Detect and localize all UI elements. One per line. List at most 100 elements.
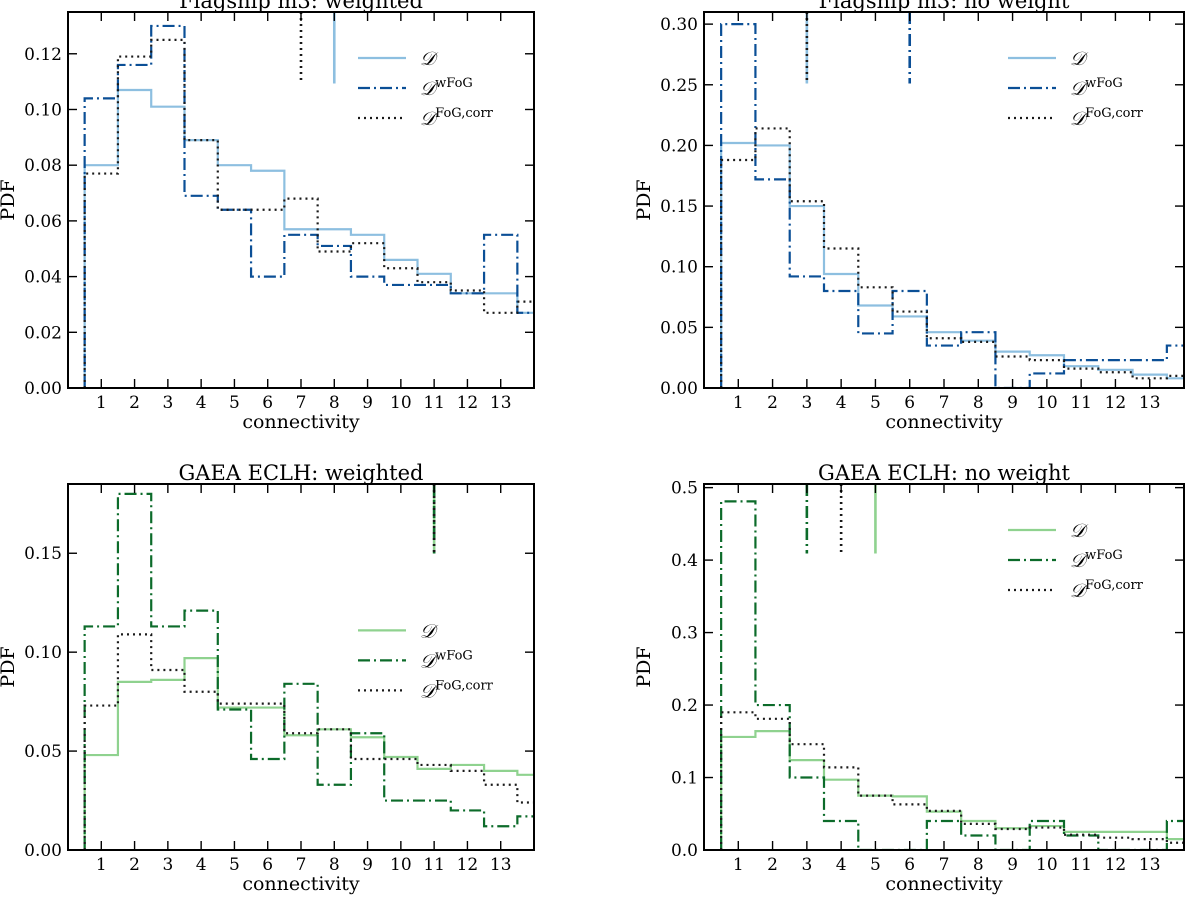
x-tick-label: 11	[1070, 855, 1092, 875]
x-tick-label: 8	[329, 855, 340, 875]
legend-label-DwFoG: 𝒟wFoG	[1070, 548, 1123, 572]
y-tick-label: 0.04	[24, 268, 62, 288]
x-axis-label: connectivity	[242, 411, 360, 433]
plot-area	[720, 484, 1184, 850]
y-tick-label: 0.06	[24, 212, 62, 232]
series-D-line	[83, 88, 534, 388]
series-DwFoG-line	[720, 23, 1184, 388]
plot-area	[720, 12, 1184, 388]
y-tick-label: 0.30	[660, 15, 698, 35]
x-tick-label: 12	[1105, 393, 1127, 413]
x-tick-label: 2	[767, 855, 778, 875]
x-tick-label: 1	[96, 855, 107, 875]
x-tick-label: 12	[1105, 855, 1127, 875]
x-tick-label: 13	[490, 855, 512, 875]
chart-title: GAEA ECLH: weighted	[179, 461, 424, 485]
x-tick-label: 7	[939, 855, 950, 875]
legend-label-D: 𝒟	[420, 48, 439, 70]
x-tick-label: 9	[1007, 855, 1018, 875]
y-tick-label: 0.10	[24, 100, 62, 120]
x-tick-label: 1	[733, 855, 744, 875]
y-tick-label: 0.1	[671, 769, 698, 789]
x-tick-label: 3	[162, 393, 173, 413]
x-tick-label: 3	[801, 855, 812, 875]
y-axis-label: PDF	[633, 646, 655, 687]
x-tick-label: 12	[457, 855, 479, 875]
axes-frame	[67, 11, 535, 389]
x-tick-label: 9	[1007, 393, 1018, 413]
y-tick-label: 0.08	[24, 156, 62, 176]
x-tick-label: 2	[129, 855, 140, 875]
x-tick-label: 12	[457, 393, 479, 413]
x-axis-label: connectivity	[885, 873, 1003, 895]
chart-title: Flagship m3: weighted	[179, 0, 423, 13]
x-axis-label: connectivity	[885, 411, 1003, 433]
legend-label-DwFoG: 𝒟wFoG	[420, 76, 473, 100]
x-tick-label: 11	[423, 855, 445, 875]
legend: 𝒟 𝒟wFoG 𝒟FoG,corr	[1008, 48, 1144, 130]
y-tick-label: 0.10	[24, 643, 62, 663]
legend-label-DFoGcorr: 𝒟FoG,corr	[420, 678, 494, 702]
y-tick-label: 0.15	[24, 544, 62, 564]
x-tick-label: 2	[129, 393, 140, 413]
legend-label-DwFoG: 𝒟wFoG	[420, 648, 473, 672]
x-tick-label: 5	[870, 855, 881, 875]
y-tick-label: 0.10	[660, 258, 698, 278]
chart-title: GAEA ECLH: no weight	[818, 461, 1070, 485]
x-tick-label: 3	[801, 393, 812, 413]
y-axis-label: PDF	[0, 646, 19, 687]
x-tick-label: 10	[390, 393, 412, 413]
legend-label-DwFoG: 𝒟wFoG	[1070, 76, 1123, 100]
x-tick-label: 13	[1139, 393, 1161, 413]
x-tick-label: 4	[196, 393, 207, 413]
y-tick-label: 0.02	[24, 323, 62, 343]
y-tick-label: 0.0	[671, 841, 698, 861]
x-tick-label: 5	[870, 393, 881, 413]
y-tick-label: 0.05	[660, 318, 698, 338]
legend-label-D: 𝒟	[1070, 520, 1089, 542]
series-D-line	[83, 656, 534, 850]
series-DwFoG-line	[83, 492, 534, 850]
x-tick-label: 10	[1036, 855, 1058, 875]
x-axis-label: connectivity	[242, 873, 360, 895]
x-tick-label: 13	[1139, 855, 1161, 875]
y-tick-label: 0.00	[660, 379, 698, 399]
chart-title: Flagship m3: no weight	[819, 0, 1070, 13]
x-tick-label: 7	[296, 855, 307, 875]
x-tick-label: 8	[329, 393, 340, 413]
series-DFoGcorr-line	[720, 127, 1184, 388]
axes-frame	[703, 483, 1185, 851]
x-tick-label: 11	[1070, 393, 1092, 413]
y-tick-label: 0.15	[660, 197, 698, 217]
y-tick-label: 0.4	[671, 551, 698, 571]
y-tick-label: 0.12	[24, 45, 62, 65]
y-tick-label: 0.2	[671, 696, 698, 716]
x-tick-label: 6	[262, 393, 273, 413]
x-tick-label: 10	[390, 855, 412, 875]
y-tick-label: 0.3	[671, 624, 698, 644]
legend: 𝒟 𝒟wFoG 𝒟FoG,corr	[358, 48, 494, 130]
x-tick-label: 13	[490, 393, 512, 413]
x-tick-label: 4	[836, 393, 847, 413]
x-tick-label: 4	[196, 855, 207, 875]
legend-label-DFoGcorr: 𝒟FoG,corr	[420, 106, 494, 130]
y-tick-label: 0.20	[660, 136, 698, 156]
x-tick-label: 7	[296, 393, 307, 413]
x-tick-label: 9	[362, 393, 373, 413]
plot-area	[83, 484, 534, 850]
legend-label-D: 𝒟	[420, 620, 439, 642]
y-tick-label: 0.25	[660, 76, 698, 96]
series-DFoGcorr-line	[83, 633, 534, 850]
x-tick-label: 1	[96, 393, 107, 413]
x-tick-label: 10	[1036, 393, 1058, 413]
x-tick-label: 11	[423, 393, 445, 413]
x-tick-label: 1	[733, 393, 744, 413]
y-tick-label: 0.00	[24, 841, 62, 861]
legend: 𝒟 𝒟wFoG 𝒟FoG,corr	[1008, 520, 1144, 602]
series-DFoGcorr-line	[720, 711, 1184, 850]
x-tick-label: 7	[939, 393, 950, 413]
